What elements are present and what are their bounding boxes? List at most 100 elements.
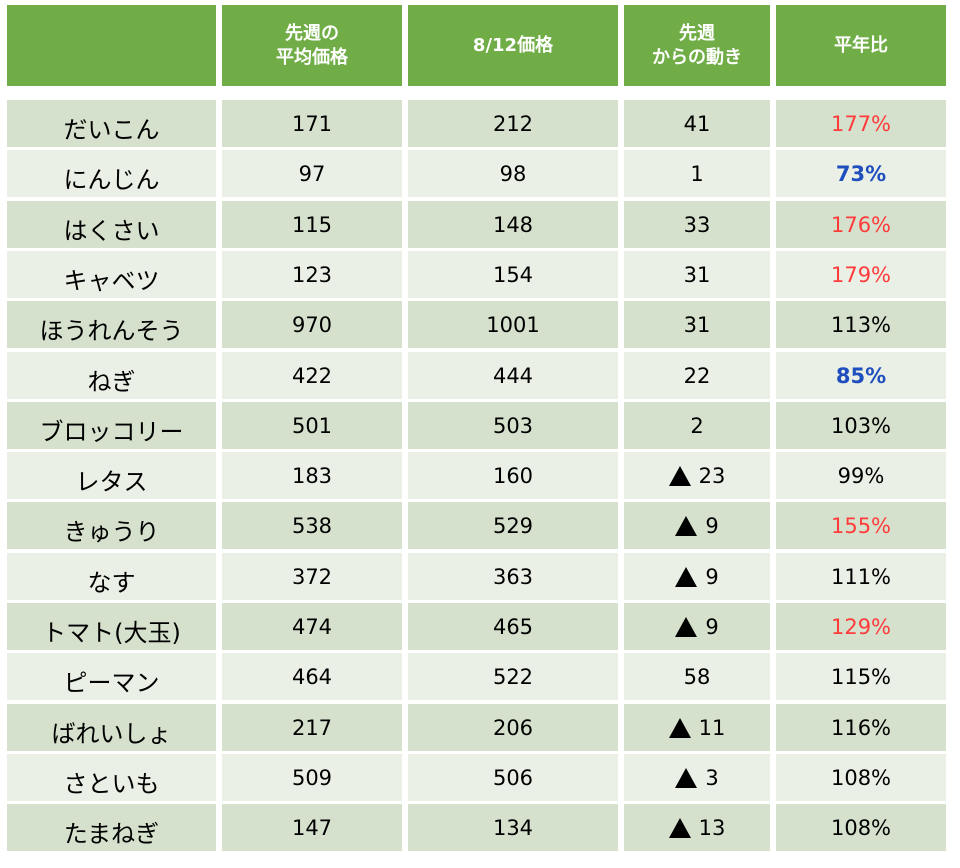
table-row: なす 372 363 9 111% [0,553,960,600]
vegetable-name-cell: ほうれんそう [7,301,216,348]
table-row: たまねぎ 147 134 13 108% [0,804,960,851]
current-price-cell: 522 [408,653,618,700]
prev-week-price-cell: 422 [222,352,402,399]
price-change-cell: 41 [624,100,770,147]
current-price-cell: 503 [408,402,618,449]
table-row: ブロッコリー 501 503 2 103% [0,402,960,449]
down-triangle-icon [675,515,698,536]
price-change-cell: 11 [624,704,770,751]
price-change-cell: 23 [624,452,770,499]
table-row: キャベツ 123 154 31 179% [0,251,960,298]
prev-week-price-cell: 171 [222,100,402,147]
price-change-cell: 13 [624,804,770,851]
table-row: ピーマン 464 522 58 115% [0,653,960,700]
header-prev-week-price: 先週の 平均価格 [222,5,402,86]
yoy-ratio-cell: 116% [776,704,946,751]
table-row: ほうれんそう 970 1001 31 113% [0,301,960,348]
yoy-ratio-cell: 103% [776,402,946,449]
current-price-cell: 98 [408,150,618,197]
vegetable-name-cell: さといも [7,754,216,801]
yoy-ratio-cell: 176% [776,201,946,248]
vegetable-name-cell: なす [7,553,216,600]
yoy-ratio-cell: 115% [776,653,946,700]
vegetable-name-cell: トマト(大玉) [7,603,216,650]
yoy-ratio-cell: 99% [776,452,946,499]
down-triangle-icon [675,767,698,788]
down-triangle-icon [668,717,691,738]
prev-week-price-cell: 147 [222,804,402,851]
current-price-cell: 154 [408,251,618,298]
yoy-ratio-cell: 108% [776,804,946,851]
yoy-ratio-cell: 108% [776,754,946,801]
table-row: ねぎ 422 444 22 85% [0,352,960,399]
price-change-cell: 31 [624,251,770,298]
yoy-ratio-cell: 129% [776,603,946,650]
price-change-cell: 58 [624,653,770,700]
prev-week-price-cell: 464 [222,653,402,700]
price-change-cell: 33 [624,201,770,248]
down-triangle-icon [675,616,698,637]
table-row: ばれいしょ 217 206 11 116% [0,704,960,751]
vegetable-name-cell: レタス [7,452,216,499]
current-price-cell: 206 [408,704,618,751]
current-price-cell: 160 [408,452,618,499]
prev-week-price-cell: 501 [222,402,402,449]
current-price-cell: 363 [408,553,618,600]
prev-week-price-cell: 538 [222,502,402,549]
table-row: きゅうり 538 529 9 155% [0,502,960,549]
current-price-cell: 529 [408,502,618,549]
yoy-ratio-cell: 111% [776,553,946,600]
price-change-cell: 22 [624,352,770,399]
header-yoy: 平年比 [776,5,946,86]
header-date-price: 8/12価格 [408,5,618,86]
table-row: トマト(大玉) 474 465 9 129% [0,603,960,650]
down-triangle-icon [668,817,691,838]
prev-week-price-cell: 123 [222,251,402,298]
price-change-cell: 9 [624,553,770,600]
table-row: さといも 509 506 3 108% [0,754,960,801]
prev-week-price-cell: 115 [222,201,402,248]
current-price-cell: 506 [408,754,618,801]
table-row: にんじん 97 98 1 73% [0,150,960,197]
price-change-cell: 9 [624,603,770,650]
prev-week-price-cell: 970 [222,301,402,348]
yoy-ratio-cell: 177% [776,100,946,147]
table-row: だいこん 171 212 41 177% [0,100,960,147]
vegetable-name-cell: ブロッコリー [7,402,216,449]
down-triangle-icon [675,566,698,587]
prev-week-price-cell: 509 [222,754,402,801]
header-name [7,5,216,86]
price-change-cell: 3 [624,754,770,801]
vegetable-name-cell: ばれいしょ [7,704,216,751]
vegetable-name-cell: ねぎ [7,352,216,399]
yoy-ratio-cell: 73% [776,150,946,197]
vegetable-name-cell: はくさい [7,201,216,248]
price-change-cell: 31 [624,301,770,348]
current-price-cell: 465 [408,603,618,650]
header-change: 先週 からの動き [624,5,770,86]
yoy-ratio-cell: 155% [776,502,946,549]
current-price-cell: 444 [408,352,618,399]
price-change-cell: 2 [624,402,770,449]
yoy-ratio-cell: 179% [776,251,946,298]
vegetable-name-cell: キャベツ [7,251,216,298]
vegetable-name-cell: きゅうり [7,502,216,549]
prev-week-price-cell: 97 [222,150,402,197]
current-price-cell: 148 [408,201,618,248]
table-row: はくさい 115 148 33 176% [0,201,960,248]
current-price-cell: 212 [408,100,618,147]
current-price-cell: 134 [408,804,618,851]
prev-week-price-cell: 217 [222,704,402,751]
vegetable-name-cell: にんじん [7,150,216,197]
vegetable-name-cell: ピーマン [7,653,216,700]
prev-week-price-cell: 474 [222,603,402,650]
yoy-ratio-cell: 113% [776,301,946,348]
down-triangle-icon [668,465,691,486]
table-header: 先週の 平均価格 8/12価格 先週 からの動き 平年比 [0,0,960,88]
price-change-cell: 9 [624,502,770,549]
vegetable-name-cell: たまねぎ [7,804,216,851]
table-row: レタス 183 160 23 99% [0,452,960,499]
price-change-cell: 1 [624,150,770,197]
current-price-cell: 1001 [408,301,618,348]
vegetable-name-cell: だいこん [7,100,216,147]
